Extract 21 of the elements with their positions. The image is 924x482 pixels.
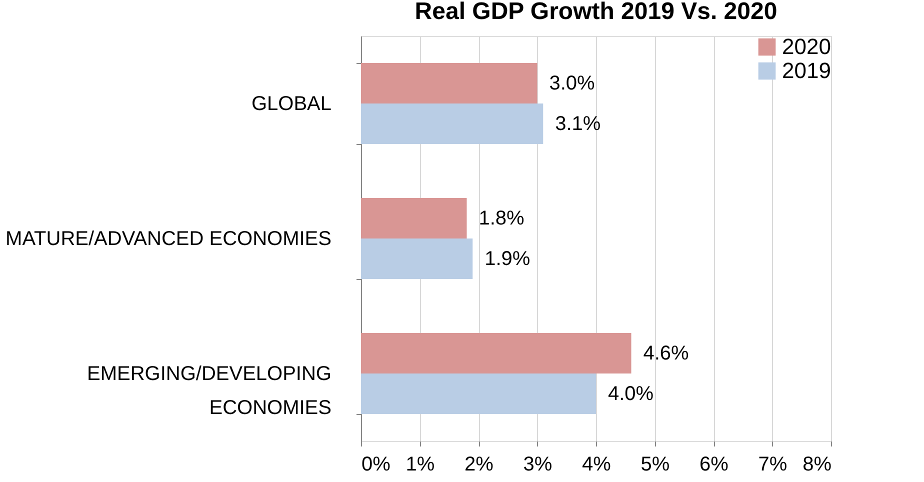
x-tick-label: 3% [523, 454, 552, 476]
data-label: 4.0% [608, 382, 654, 405]
x-tick-label: 8% [802, 454, 832, 476]
legend-label: 2019 [782, 58, 831, 83]
chart-title: Real GDP Growth 2019 Vs. 2020 [414, 0, 778, 25]
x-tick-label: 5% [640, 454, 670, 476]
y-tick-label: MATURE/ADVANCED ECONOMIES [6, 228, 332, 250]
x-tick-label: 0% [362, 454, 391, 476]
data-label: 1.8% [478, 207, 525, 230]
data-label: 3.1% [555, 112, 601, 135]
x-tick-label: 4% [582, 454, 612, 476]
data-label: 4.6% [643, 342, 690, 364]
x-tick-label: 6% [700, 454, 729, 476]
x-tick-label: 2% [464, 454, 494, 476]
y-tick-label: GLOBAL [251, 93, 332, 115]
data-label: 1.9% [484, 248, 530, 270]
legend-label: 2020 [782, 34, 831, 59]
x-tick-label: 1% [406, 454, 435, 476]
y-tick-label: EMERGING/DEVELOPING ECONOMIES [87, 363, 332, 419]
x-tick-label: 7% [758, 454, 788, 476]
data-label: 3.0% [549, 72, 596, 94]
